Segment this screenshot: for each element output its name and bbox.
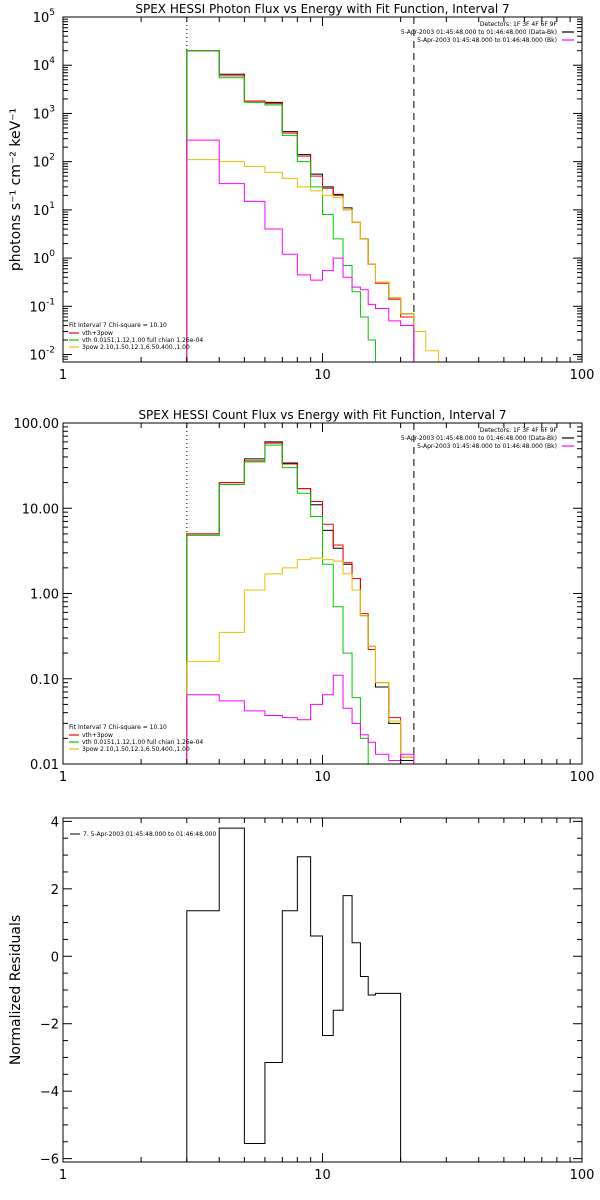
x-tick-label: 10 (314, 770, 331, 785)
legend-entry-text: 5-Apr-2003 01:45:48.000 to 01:46:48.000 … (417, 37, 557, 44)
series-group (186, 441, 415, 764)
y-tick-label: −2 (40, 1018, 59, 1033)
y-tick-label: −4 (40, 1085, 59, 1100)
y-tick-label: 2 (51, 883, 59, 898)
fit-legend-entry: vth 0.0151,1.12,1.00 full chian 1.26e-04 (82, 739, 203, 746)
y-tick-label: 0.01 (30, 758, 59, 773)
series-line-2 (186, 442, 415, 764)
series-line-5 (186, 139, 415, 362)
fit-legend-entry: 3pow 2.10,1.50,12.1,6.50,400.,1.00 (82, 344, 190, 351)
y-tick-base: 10 (33, 11, 50, 26)
y-tick-label: 0 (51, 950, 59, 965)
series-line-4 (186, 159, 451, 362)
y-tick-label: 10-2 (29, 346, 55, 364)
legend-entry-text: 5-Apr-2003 01:45:48.000 to 01:46:48.000 … (401, 435, 557, 442)
fit-legend-heading: Fit Interval 7 Chi-square = 10.10 (69, 724, 167, 731)
y-tick-label: 102 (33, 153, 55, 171)
y-tick-exponent: -2 (46, 346, 55, 356)
y-tick-exponent: 2 (49, 153, 55, 163)
series-line-1 (186, 827, 414, 1162)
y-tick-label: −6 (40, 1153, 59, 1168)
chart-title: SPEX HESSI Photon Flux vs Energy with Fi… (135, 2, 509, 16)
y-tick-exponent: 1 (49, 201, 55, 211)
legend-entry-text: 5-Apr-2003 01:45:48.000 to 01:46:48.000 … (401, 29, 557, 36)
series-line-3 (186, 50, 390, 362)
fit-legend-entry: vth+3pow (82, 330, 113, 337)
y-tick-exponent: 0 (49, 249, 55, 259)
y-tick-label: 4 (51, 815, 59, 830)
y-tick-exponent: 4 (49, 56, 55, 66)
y-tick-base: 10 (33, 204, 50, 219)
series-line-1 (186, 50, 415, 362)
series-line-5 (186, 674, 415, 764)
y-tick-exponent: 3 (49, 104, 55, 114)
x-tick-label: 1 (59, 368, 67, 383)
y-tick-label: 101 (33, 201, 55, 219)
x-tick-label: 1 (59, 1168, 67, 1183)
series-line-2 (186, 50, 415, 362)
y-axis-label: Normalized Residuals (8, 915, 24, 1065)
series-line-3 (186, 444, 369, 764)
legend-entry-text: 5-Apr-2003 01:45:48.000 to 01:46:48.000 … (417, 443, 557, 450)
fit-legend-entry: vth+3pow (82, 732, 113, 739)
axes-frame (62, 422, 583, 765)
x-tick-label: 10 (314, 1168, 331, 1183)
series-line-1 (186, 441, 415, 764)
x-tick-label: 100 (570, 368, 595, 383)
chart-title: SPEX HESSI Count Flux vs Energy with Fit… (138, 408, 506, 422)
y-tick-exponent: 5 (49, 8, 55, 18)
legend-entry-text: Detectors: 1F 3F 4F 6F 9F (480, 21, 558, 28)
y-tick-base: 10 (29, 300, 46, 315)
fit-legend-heading: Fit Interval 7 Chi-square = 10.10 (69, 322, 167, 329)
chart-panel-2: 1 10 100 0.01 0.10 1.00 10.00 100.00 SPEX HESSI … (14, 408, 595, 785)
series-group (186, 50, 451, 362)
y-tick-label: 1.00 (30, 588, 59, 603)
y-tick-exponent: -1 (46, 297, 55, 307)
y-tick-label: 103 (33, 104, 55, 122)
y-tick-label: 10.00 (22, 502, 59, 517)
y-tick-label: 0.10 (30, 673, 59, 688)
x-tick-label: 10 (314, 368, 331, 383)
series-group (186, 827, 414, 1162)
y-tick-base: 10 (29, 349, 46, 364)
chart-panel-3: 1 10 100 −6 −4 −2 0 2 4 Normalized Residuals 7. 5-… (8, 815, 594, 1183)
y-tick-label: 104 (33, 56, 56, 74)
y-tick-label: 105 (33, 8, 55, 26)
fit-legend-entry: vth 0.0151,1.12,1.00 full chian 1.26e-04 (82, 337, 203, 344)
x-tick-label: 100 (570, 770, 595, 785)
x-tick-label: 100 (570, 1168, 595, 1183)
y-tick-label: 100 (33, 249, 56, 267)
legend-entry-text: 7. 5-Apr-2003 01:45:48.000 to 01:46:48.0… (83, 831, 216, 838)
y-tick-label: 100.00 (14, 417, 60, 432)
series-line-4 (186, 557, 415, 764)
y-tick-base: 10 (33, 156, 50, 171)
fit-legend-entry: 3pow 2.10,1.50,12.1,6.50,400.,1.00 (82, 746, 190, 753)
y-tick-base: 10 (33, 59, 50, 74)
y-tick-base: 10 (33, 107, 50, 122)
legend-entry-text: Detectors: 1F 3F 4F 6F 9F (480, 427, 558, 434)
x-tick-label: 1 (59, 770, 67, 785)
y-tick-label: 10-1 (29, 297, 55, 315)
y-axis-label: photons s⁻¹ cm⁻² keV⁻¹ (8, 108, 24, 271)
y-tick-base: 10 (33, 252, 50, 267)
